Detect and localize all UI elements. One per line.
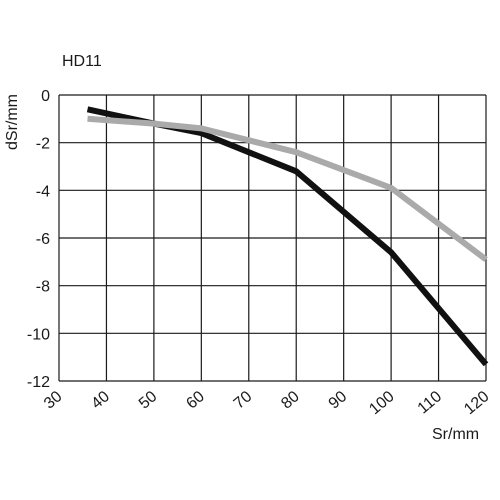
y-tick-label-1: -2 bbox=[36, 136, 50, 153]
y-tick-labels: 0 -2 -4 -6 -8 -10 -12 bbox=[27, 88, 50, 391]
y-tick-label-3: -6 bbox=[36, 231, 50, 248]
x-tick-label-2: 50 bbox=[136, 388, 161, 413]
x-tick-labels: 30 40 50 60 70 80 90 100 110 120 bbox=[41, 388, 493, 418]
x-tick-label-0: 30 bbox=[41, 388, 66, 413]
y-tick-label-5: -10 bbox=[27, 326, 50, 343]
x-tick-label-7: 100 bbox=[366, 388, 397, 418]
series-line-1 bbox=[87, 115, 488, 262]
grid bbox=[58, 94, 487, 382]
chart-title: HD11 bbox=[62, 53, 102, 70]
y-tick-label-4: -8 bbox=[36, 279, 50, 296]
x-tick-label-1: 40 bbox=[88, 388, 113, 413]
x-tick-label-6: 90 bbox=[326, 388, 351, 413]
y-tick-label-0: 0 bbox=[41, 88, 50, 105]
y-tick-label-6: -12 bbox=[27, 374, 50, 391]
x-tick-label-5: 80 bbox=[278, 388, 303, 413]
series-group bbox=[86, 106, 489, 367]
x-axis-label: Sr/mm bbox=[432, 426, 479, 443]
x-tick-label-9: 120 bbox=[461, 388, 492, 418]
x-tick-label-4: 70 bbox=[231, 388, 256, 413]
y-axis-label: dSr/mm bbox=[4, 94, 21, 150]
x-tick-label-3: 60 bbox=[183, 388, 208, 413]
y-tick-label-2: -4 bbox=[36, 183, 50, 200]
x-tick-label-8: 110 bbox=[415, 388, 446, 417]
